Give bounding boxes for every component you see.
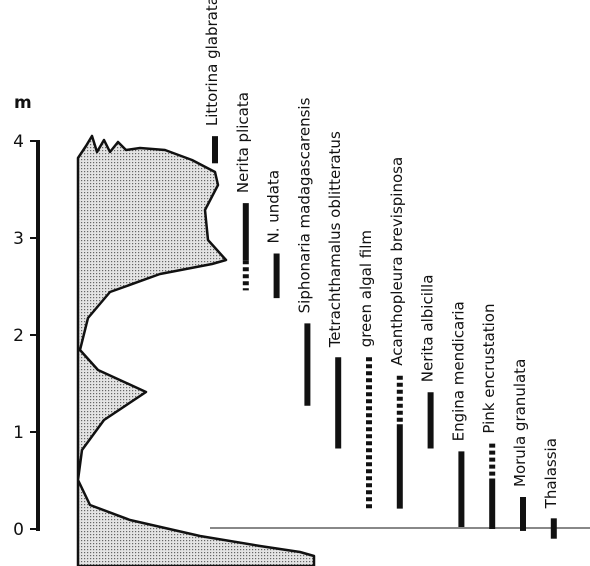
species-label: Acanthopleura brevispinosa bbox=[388, 157, 406, 366]
y-tick-label: 4 bbox=[13, 132, 24, 152]
species-label: Thalassia bbox=[542, 438, 560, 509]
species-label: Nerita albicilla bbox=[419, 275, 437, 383]
species-label: Littorina glabrata bbox=[203, 0, 221, 126]
species-label: green algal film bbox=[357, 230, 375, 347]
y-axis-label: m bbox=[14, 93, 32, 113]
species-label: Siphonaria madagascarensis bbox=[295, 97, 313, 313]
y-tick-label: 3 bbox=[13, 229, 24, 249]
species-label: Morula granulata bbox=[511, 359, 529, 487]
y-tick-label: 1 bbox=[13, 423, 24, 443]
chart: m 0 1 2 3 4 Littorina glabrata Nerita plicata N… bbox=[0, 0, 590, 566]
species-label: Pink encrustation bbox=[480, 304, 498, 434]
species-label: Engina mendicaria bbox=[449, 301, 467, 441]
y-tick-label: 0 bbox=[13, 520, 24, 540]
species-label: Tetrachthamalus oblitteratus bbox=[326, 131, 344, 348]
y-tick-label: 2 bbox=[13, 326, 24, 346]
species-label: Nerita plicata bbox=[234, 92, 252, 193]
species-label: N. undata bbox=[265, 170, 283, 244]
